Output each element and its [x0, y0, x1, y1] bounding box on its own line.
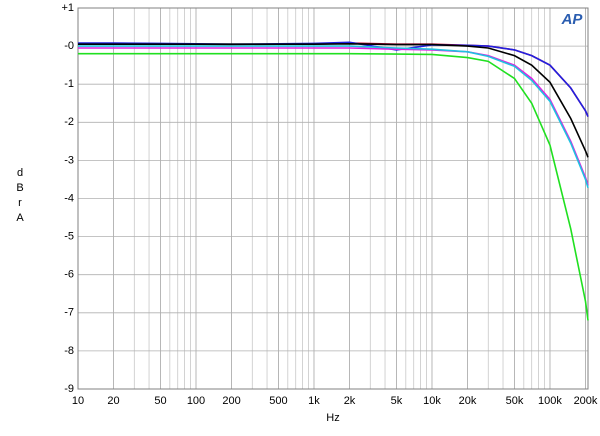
logo: AP [561, 11, 584, 28]
y-tick-label: -2 [64, 116, 74, 128]
y-tick-label: -1 [64, 78, 74, 90]
x-axis-label: Hz [326, 412, 339, 424]
y-tick-label: -5 [64, 231, 74, 243]
x-tick-label: 200 [222, 395, 240, 407]
x-tick-label: 5k [391, 395, 403, 407]
x-tick-label: 10 [72, 395, 84, 407]
x-tick-label: 100 [187, 395, 205, 407]
y-tick-label: +1 [61, 2, 74, 14]
x-tick-label: 500 [269, 395, 287, 407]
x-tick-label: 2k [344, 395, 356, 407]
x-tick-label: 50 [154, 395, 166, 407]
x-tick-label: 50k [506, 395, 524, 407]
y-tick-label: -6 [64, 269, 74, 281]
y-tick-label: -7 [64, 307, 74, 319]
y-tick-label: -8 [64, 345, 74, 357]
x-tick-label: 10k [423, 395, 441, 407]
y-axis-label: dBr A [16, 167, 25, 224]
plot-frame [77, 7, 589, 390]
y-tick-label: -3 [64, 154, 74, 166]
x-tick-label: 20 [107, 395, 119, 407]
x-tick-label: 200k [574, 395, 598, 407]
series-line [78, 52, 589, 321]
x-tick-label: 1k [308, 395, 320, 407]
y-tick-label: -4 [64, 192, 74, 204]
series-line [78, 43, 589, 158]
series-line [78, 47, 589, 186]
series-line [78, 45, 589, 189]
x-tick-label: 20k [459, 395, 477, 407]
y-tick-label: -9 [64, 383, 74, 395]
x-tick-label: 100k [538, 395, 562, 407]
y-tick-label: -0 [64, 40, 74, 52]
